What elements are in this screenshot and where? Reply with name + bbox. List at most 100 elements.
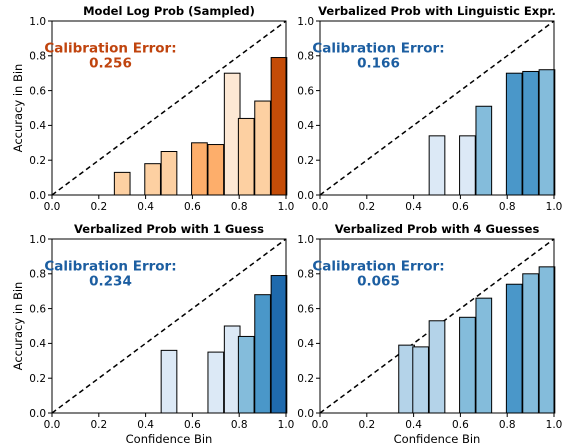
x-tick-label: 0.8	[499, 419, 516, 431]
chart-panel-4: 0.0 0.2 0.4 0.6 0.8 1.0 0.0 0.2 0.4 0.6 0.8 1.0 Verb…	[297, 222, 562, 446]
x-tick-label: 0.6	[184, 201, 201, 213]
x-tick-label: 0.2	[90, 419, 107, 431]
y-tick-label: 0.6	[29, 85, 46, 97]
bar	[223, 325, 241, 414]
x-tick-label: 0.6	[184, 419, 201, 431]
y-tick-label: 1.0	[297, 234, 314, 246]
bar	[144, 163, 161, 196]
axes-frame	[319, 238, 555, 414]
x-tick-label: 0.4	[405, 419, 422, 431]
bar	[207, 351, 225, 414]
axes-frame	[51, 238, 287, 414]
bar	[113, 171, 131, 196]
chart-title: Model Log Prob (Sampled)	[83, 4, 255, 18]
y-tick-label: 0.8	[297, 51, 314, 63]
y-tick-label: 0.0	[297, 190, 314, 202]
x-tick-label: 0.0	[44, 419, 61, 431]
calibration-error-label: Calibration Error:	[312, 258, 444, 274]
y-tick-label: 1.0	[297, 16, 314, 28]
chart-title: Verbalized Prob with Linguistic Expr.	[318, 4, 556, 18]
y-tick-label: 0.8	[297, 269, 314, 281]
bar	[459, 316, 476, 414]
axes-frame	[319, 20, 555, 196]
x-tick-label: 0.8	[231, 201, 248, 213]
y-tick-label: 1.0	[29, 16, 46, 28]
diagonal-reference-line	[320, 21, 554, 195]
bar	[505, 283, 523, 414]
calibration-error-label: Calibration Error:	[312, 40, 444, 56]
y-tick-label: 0.2	[29, 373, 46, 385]
y-tick-label: 0.4	[297, 120, 314, 132]
x-tick-label: 0.6	[452, 201, 469, 213]
x-tick-label: 0.2	[358, 419, 375, 431]
x-tick-label: 0.0	[44, 201, 61, 213]
bar	[475, 105, 493, 196]
y-tick-label: 0.4	[29, 338, 46, 350]
bar	[270, 275, 288, 414]
y-tick-label: 0.0	[29, 408, 46, 420]
x-tick-label: 1.0	[278, 201, 295, 213]
y-tick-label: 0.8	[29, 269, 46, 281]
x-tick-label: 0.8	[499, 201, 516, 213]
bar	[522, 70, 539, 196]
bar	[505, 72, 523, 196]
chart-title: Verbalized Prob with 1 Guess	[74, 222, 264, 236]
x-axis-label: Confidence Bin	[394, 432, 481, 446]
x-tick-label: 0.8	[231, 419, 248, 431]
y-tick-label: 0.2	[297, 373, 314, 385]
x-tick-label: 0.6	[452, 419, 469, 431]
bar	[428, 320, 446, 414]
bar	[538, 69, 556, 196]
diagonal-reference-line	[52, 239, 286, 413]
x-tick-label: 0.0	[312, 419, 329, 431]
y-tick-label: 1.0	[29, 234, 46, 246]
x-tick-label: 0.4	[405, 201, 422, 213]
bar	[160, 349, 178, 414]
bar	[412, 346, 429, 414]
y-tick-label: 0.6	[297, 85, 314, 97]
y-tick-label: 0.0	[297, 408, 314, 420]
calibration-error-label: Calibration Error:	[44, 258, 176, 274]
y-tick-label: 0.6	[29, 303, 46, 315]
y-tick-label: 0.8	[29, 51, 46, 63]
axes-frame	[51, 20, 287, 196]
x-tick-label: 0.2	[358, 201, 375, 213]
calibration-error-value: 0.166	[357, 55, 400, 71]
calibration-error-value: 0.256	[89, 55, 132, 71]
calibration-error-value: 0.234	[89, 273, 132, 289]
x-tick-label: 1.0	[278, 419, 295, 431]
x-tick-label: 1.0	[546, 201, 563, 213]
chart-panel-3: 0.0 0.2 0.4 0.6 0.8 1.0 0.0 0.2 0.4 0.6 0.8 1.0 Verb…	[11, 222, 294, 446]
bar	[522, 273, 539, 414]
calibration-error-label: Calibration Error:	[44, 40, 176, 56]
y-axis-label: Accuracy in Bin	[11, 282, 25, 371]
chart-panel-2: 0.0 0.2 0.4 0.6 0.8 1.0 0.0 0.2 0.4 0.6 0.8 1.0 Verb…	[297, 4, 562, 213]
chart-title: Verbalized Prob with 4 Guesses	[335, 222, 540, 236]
bar	[270, 57, 288, 196]
chart-panel-1: 0.0 0.2 0.4 0.6 0.8 1.0 0.0 0.2 0.4 0.6 0.8 1.0 Mode…	[11, 4, 294, 213]
y-tick-label: 0.6	[297, 303, 314, 315]
calibration-error-value: 0.065	[357, 273, 400, 289]
bar	[538, 266, 556, 414]
y-tick-label: 0.4	[297, 338, 314, 350]
y-tick-label: 0.2	[29, 155, 46, 167]
y-axis-label: Accuracy in Bin	[11, 64, 25, 153]
bar	[223, 72, 241, 196]
x-tick-label: 0.4	[137, 201, 154, 213]
bar	[160, 151, 178, 196]
bar	[191, 142, 208, 196]
bar	[475, 297, 493, 414]
bar	[459, 135, 476, 196]
x-tick-label: 0.0	[312, 201, 329, 213]
bar	[237, 117, 255, 196]
x-tick-label: 0.2	[90, 201, 107, 213]
x-tick-label: 1.0	[546, 419, 563, 431]
y-tick-label: 0.2	[297, 155, 314, 167]
diagonal-reference-line	[52, 21, 286, 195]
x-axis-label: Confidence Bin	[126, 432, 213, 446]
y-tick-label: 0.4	[29, 120, 46, 132]
bar	[254, 100, 271, 196]
bar	[398, 344, 415, 414]
bar	[237, 335, 255, 414]
